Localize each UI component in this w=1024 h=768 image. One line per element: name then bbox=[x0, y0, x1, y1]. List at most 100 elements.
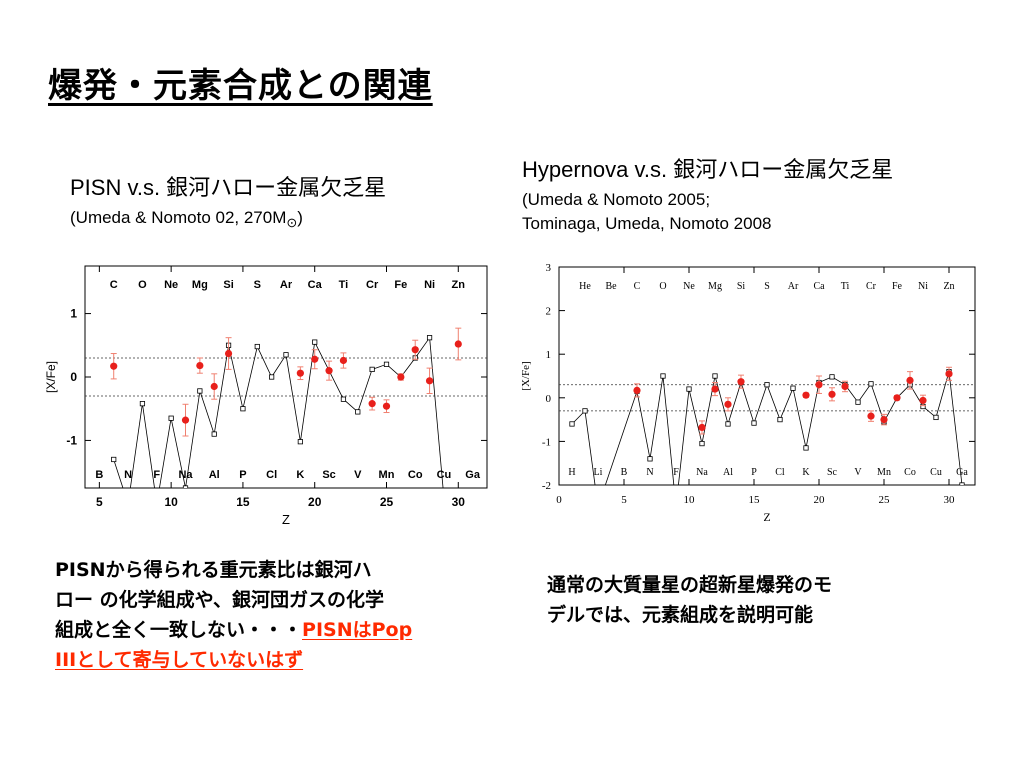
observed-point-z20 bbox=[815, 381, 823, 389]
observed-point-z11 bbox=[181, 416, 190, 424]
observed-point-z22 bbox=[339, 356, 348, 365]
right-caption-line2: (Umeda & Nomoto 2005; bbox=[522, 190, 711, 209]
element-label-C: C bbox=[634, 281, 641, 292]
observed-point-z27 bbox=[906, 376, 914, 384]
element-label-Cl: Cl bbox=[266, 469, 277, 481]
x-tick-label-5: 5 bbox=[96, 495, 103, 509]
element-label-Sc: Sc bbox=[827, 467, 838, 478]
x-tick-label-30: 30 bbox=[452, 495, 466, 509]
right-caption-line3: Tominaga, Umeda, Nomoto 2008 bbox=[522, 214, 772, 233]
plot-marks bbox=[110, 327, 462, 506]
model-point-z21 bbox=[829, 374, 835, 380]
model-point-z11 bbox=[182, 485, 189, 488]
model-point-z15 bbox=[240, 406, 246, 412]
element-label-C: C bbox=[110, 279, 118, 291]
model-point-z10 bbox=[686, 386, 692, 392]
model-point-z7 bbox=[647, 456, 653, 462]
observed-point-z26 bbox=[397, 373, 405, 381]
element-label-Fe: Fe bbox=[394, 279, 407, 291]
element-label-N: N bbox=[124, 469, 132, 481]
element-label-Zn: Zn bbox=[943, 281, 954, 292]
model-point-z20 bbox=[312, 339, 318, 345]
element-label-Cr: Cr bbox=[866, 281, 877, 292]
element-label-Ne: Ne bbox=[164, 279, 178, 291]
y-axis-label: [X/Fe] bbox=[44, 361, 58, 393]
model-point-z19 bbox=[297, 439, 303, 445]
left-caption: PISN v.s. 銀河ハロー金属欠乏星 (Umeda & Nomoto 02,… bbox=[70, 170, 386, 231]
model-point-z23 bbox=[855, 399, 861, 405]
x-axis-label: Z bbox=[763, 510, 770, 524]
observed-point-z30 bbox=[454, 340, 462, 348]
observed-point-z19 bbox=[802, 391, 810, 399]
element-label-Ni: Ni bbox=[424, 279, 435, 291]
element-label-Sc: Sc bbox=[322, 469, 335, 481]
y-tick-label-3: 3 bbox=[546, 262, 552, 274]
element-label-Mg: Mg bbox=[192, 279, 208, 291]
observed-point-z26 bbox=[893, 394, 901, 402]
element-label-Ti: Ti bbox=[339, 279, 349, 291]
x-tick-label-0: 0 bbox=[556, 494, 562, 506]
model-point-z3 bbox=[596, 505, 600, 509]
model-point-z10 bbox=[168, 415, 174, 421]
x-axis-label: Z bbox=[282, 512, 290, 527]
observed-point-z27 bbox=[411, 346, 419, 354]
observed-point-z6 bbox=[633, 386, 641, 394]
element-label-Fe: Fe bbox=[892, 281, 903, 292]
element-label-H: H bbox=[568, 467, 575, 478]
model-point-z8 bbox=[139, 401, 146, 407]
left-note-line3: 組成と全く一致しない・・・PISNはPop bbox=[55, 615, 495, 645]
model-point-z18 bbox=[283, 352, 289, 358]
model-point-z8 bbox=[660, 373, 666, 379]
x-tick-label-20: 20 bbox=[814, 494, 826, 506]
slide-title: 爆発・元素合成との関連 bbox=[48, 66, 433, 106]
observed-point-z14 bbox=[224, 349, 233, 358]
observed-point-z30 bbox=[945, 370, 953, 378]
element-label-Ne: Ne bbox=[683, 281, 695, 292]
element-label-Ar: Ar bbox=[280, 279, 293, 291]
left-caption-citation: (Umeda & Nomoto 02, 270M bbox=[70, 208, 287, 227]
left-note-conclusion-a: PISNはPop bbox=[302, 619, 413, 641]
element-label-Ga: Ga bbox=[956, 467, 968, 478]
y-tick-label-1: 1 bbox=[70, 307, 77, 321]
element-label-O: O bbox=[659, 281, 666, 292]
model-point-z9 bbox=[155, 502, 159, 506]
model-point-z29 bbox=[442, 495, 446, 499]
element-label-Cu: Cu bbox=[437, 469, 452, 481]
observed-point-z13 bbox=[724, 400, 732, 408]
y-axis-label: [X/Fe] bbox=[520, 361, 532, 390]
observed-point-z24 bbox=[368, 400, 376, 408]
solar-mass-symbol: ⊙ bbox=[286, 215, 298, 230]
element-label-Al: Al bbox=[209, 469, 220, 481]
y-tick-label--1: -1 bbox=[542, 436, 551, 448]
element-label-Be: Be bbox=[605, 281, 617, 292]
element-label-Si: Si bbox=[737, 281, 746, 292]
hypernova-chart: 0 5 10 15 20 25 30 -2 -1 0 1 2 3 Z [X/Fe] He Be C O Ne Mg Si S… bbox=[505, 255, 985, 540]
model-point-z31 bbox=[959, 482, 965, 485]
model-point-z2 bbox=[582, 408, 588, 414]
element-label-Mg: Mg bbox=[708, 281, 722, 292]
element-label-N: N bbox=[646, 467, 653, 478]
plot-frame bbox=[84, 265, 488, 489]
model-point-z18 bbox=[790, 385, 796, 391]
element-label-P: P bbox=[751, 467, 757, 478]
pisn-chart: 5 10 15 20 25 30 -1 0 1 Z [X/Fe] C O Ne Mg Si S Ar Ca Ti Cr F… bbox=[40, 258, 500, 538]
model-point-z25 bbox=[383, 361, 390, 367]
model-point-z11 bbox=[699, 440, 705, 447]
observed-point-z28 bbox=[425, 377, 434, 385]
element-label-Mn: Mn bbox=[877, 467, 891, 478]
element-label-V: V bbox=[854, 467, 862, 478]
observed-point-z6 bbox=[110, 362, 118, 370]
left-note-line3-text: 組成と全く一致しない・・・ bbox=[55, 619, 303, 641]
left-caption-line2: (Umeda & Nomoto 02, 270M⊙) bbox=[70, 208, 386, 231]
model-point-z12 bbox=[197, 388, 203, 394]
observed-point-z20 bbox=[311, 355, 319, 363]
model-point-z16 bbox=[254, 343, 260, 350]
right-caption-line1: Hypernova v.s. 銀河ハロー金属欠乏星 bbox=[522, 157, 894, 182]
model-point-z24 bbox=[369, 366, 375, 372]
x-tick-label-10: 10 bbox=[684, 494, 696, 506]
model-point-z15 bbox=[751, 420, 757, 426]
right-note-line2: デルでは、元素組成を説明可能 bbox=[547, 604, 814, 626]
x-tick-label-10: 10 bbox=[164, 495, 178, 509]
x-tick-label-15: 15 bbox=[749, 494, 761, 506]
element-label-Si: Si bbox=[223, 279, 233, 291]
